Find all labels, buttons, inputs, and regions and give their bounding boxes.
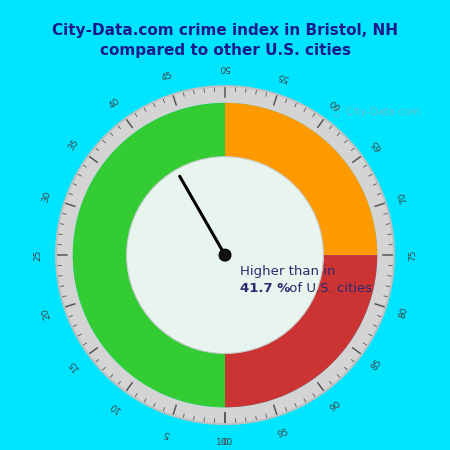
Text: 55: 55 — [276, 71, 290, 83]
Polygon shape — [73, 103, 225, 407]
Text: 41.7 %: 41.7 % — [240, 282, 290, 295]
Polygon shape — [225, 103, 377, 255]
Circle shape — [219, 249, 231, 261]
Text: 15: 15 — [66, 358, 81, 373]
Text: Higher than in: Higher than in — [240, 266, 335, 278]
Text: 30: 30 — [40, 190, 53, 204]
Text: 70: 70 — [397, 190, 410, 204]
Text: 60: 60 — [328, 96, 342, 110]
Text: City-Data.com crime index in Bristol, NH: City-Data.com crime index in Bristol, NH — [52, 23, 398, 38]
Text: ⓘ  City-Data.com: ⓘ City-Data.com — [333, 107, 421, 117]
Text: 40: 40 — [108, 96, 122, 110]
Text: 80: 80 — [397, 306, 410, 320]
Text: 10: 10 — [108, 400, 122, 414]
Text: 20: 20 — [40, 306, 53, 320]
Text: 0: 0 — [222, 438, 228, 447]
Polygon shape — [225, 255, 377, 407]
Text: 100: 100 — [216, 438, 234, 447]
Text: 45: 45 — [160, 71, 174, 83]
Text: 35: 35 — [66, 138, 81, 152]
Text: 25: 25 — [33, 249, 42, 261]
Text: 75: 75 — [408, 249, 417, 261]
Text: 50: 50 — [219, 63, 231, 72]
Text: compared to other U.S. cities: compared to other U.S. cities — [99, 43, 351, 58]
Text: 95: 95 — [276, 428, 290, 440]
Polygon shape — [56, 86, 394, 424]
Text: of U.S. cities: of U.S. cities — [285, 282, 373, 295]
Text: 85: 85 — [369, 358, 384, 373]
Text: 65: 65 — [369, 138, 384, 152]
Text: 90: 90 — [328, 400, 342, 414]
Text: 5: 5 — [163, 428, 171, 439]
Circle shape — [126, 157, 324, 354]
